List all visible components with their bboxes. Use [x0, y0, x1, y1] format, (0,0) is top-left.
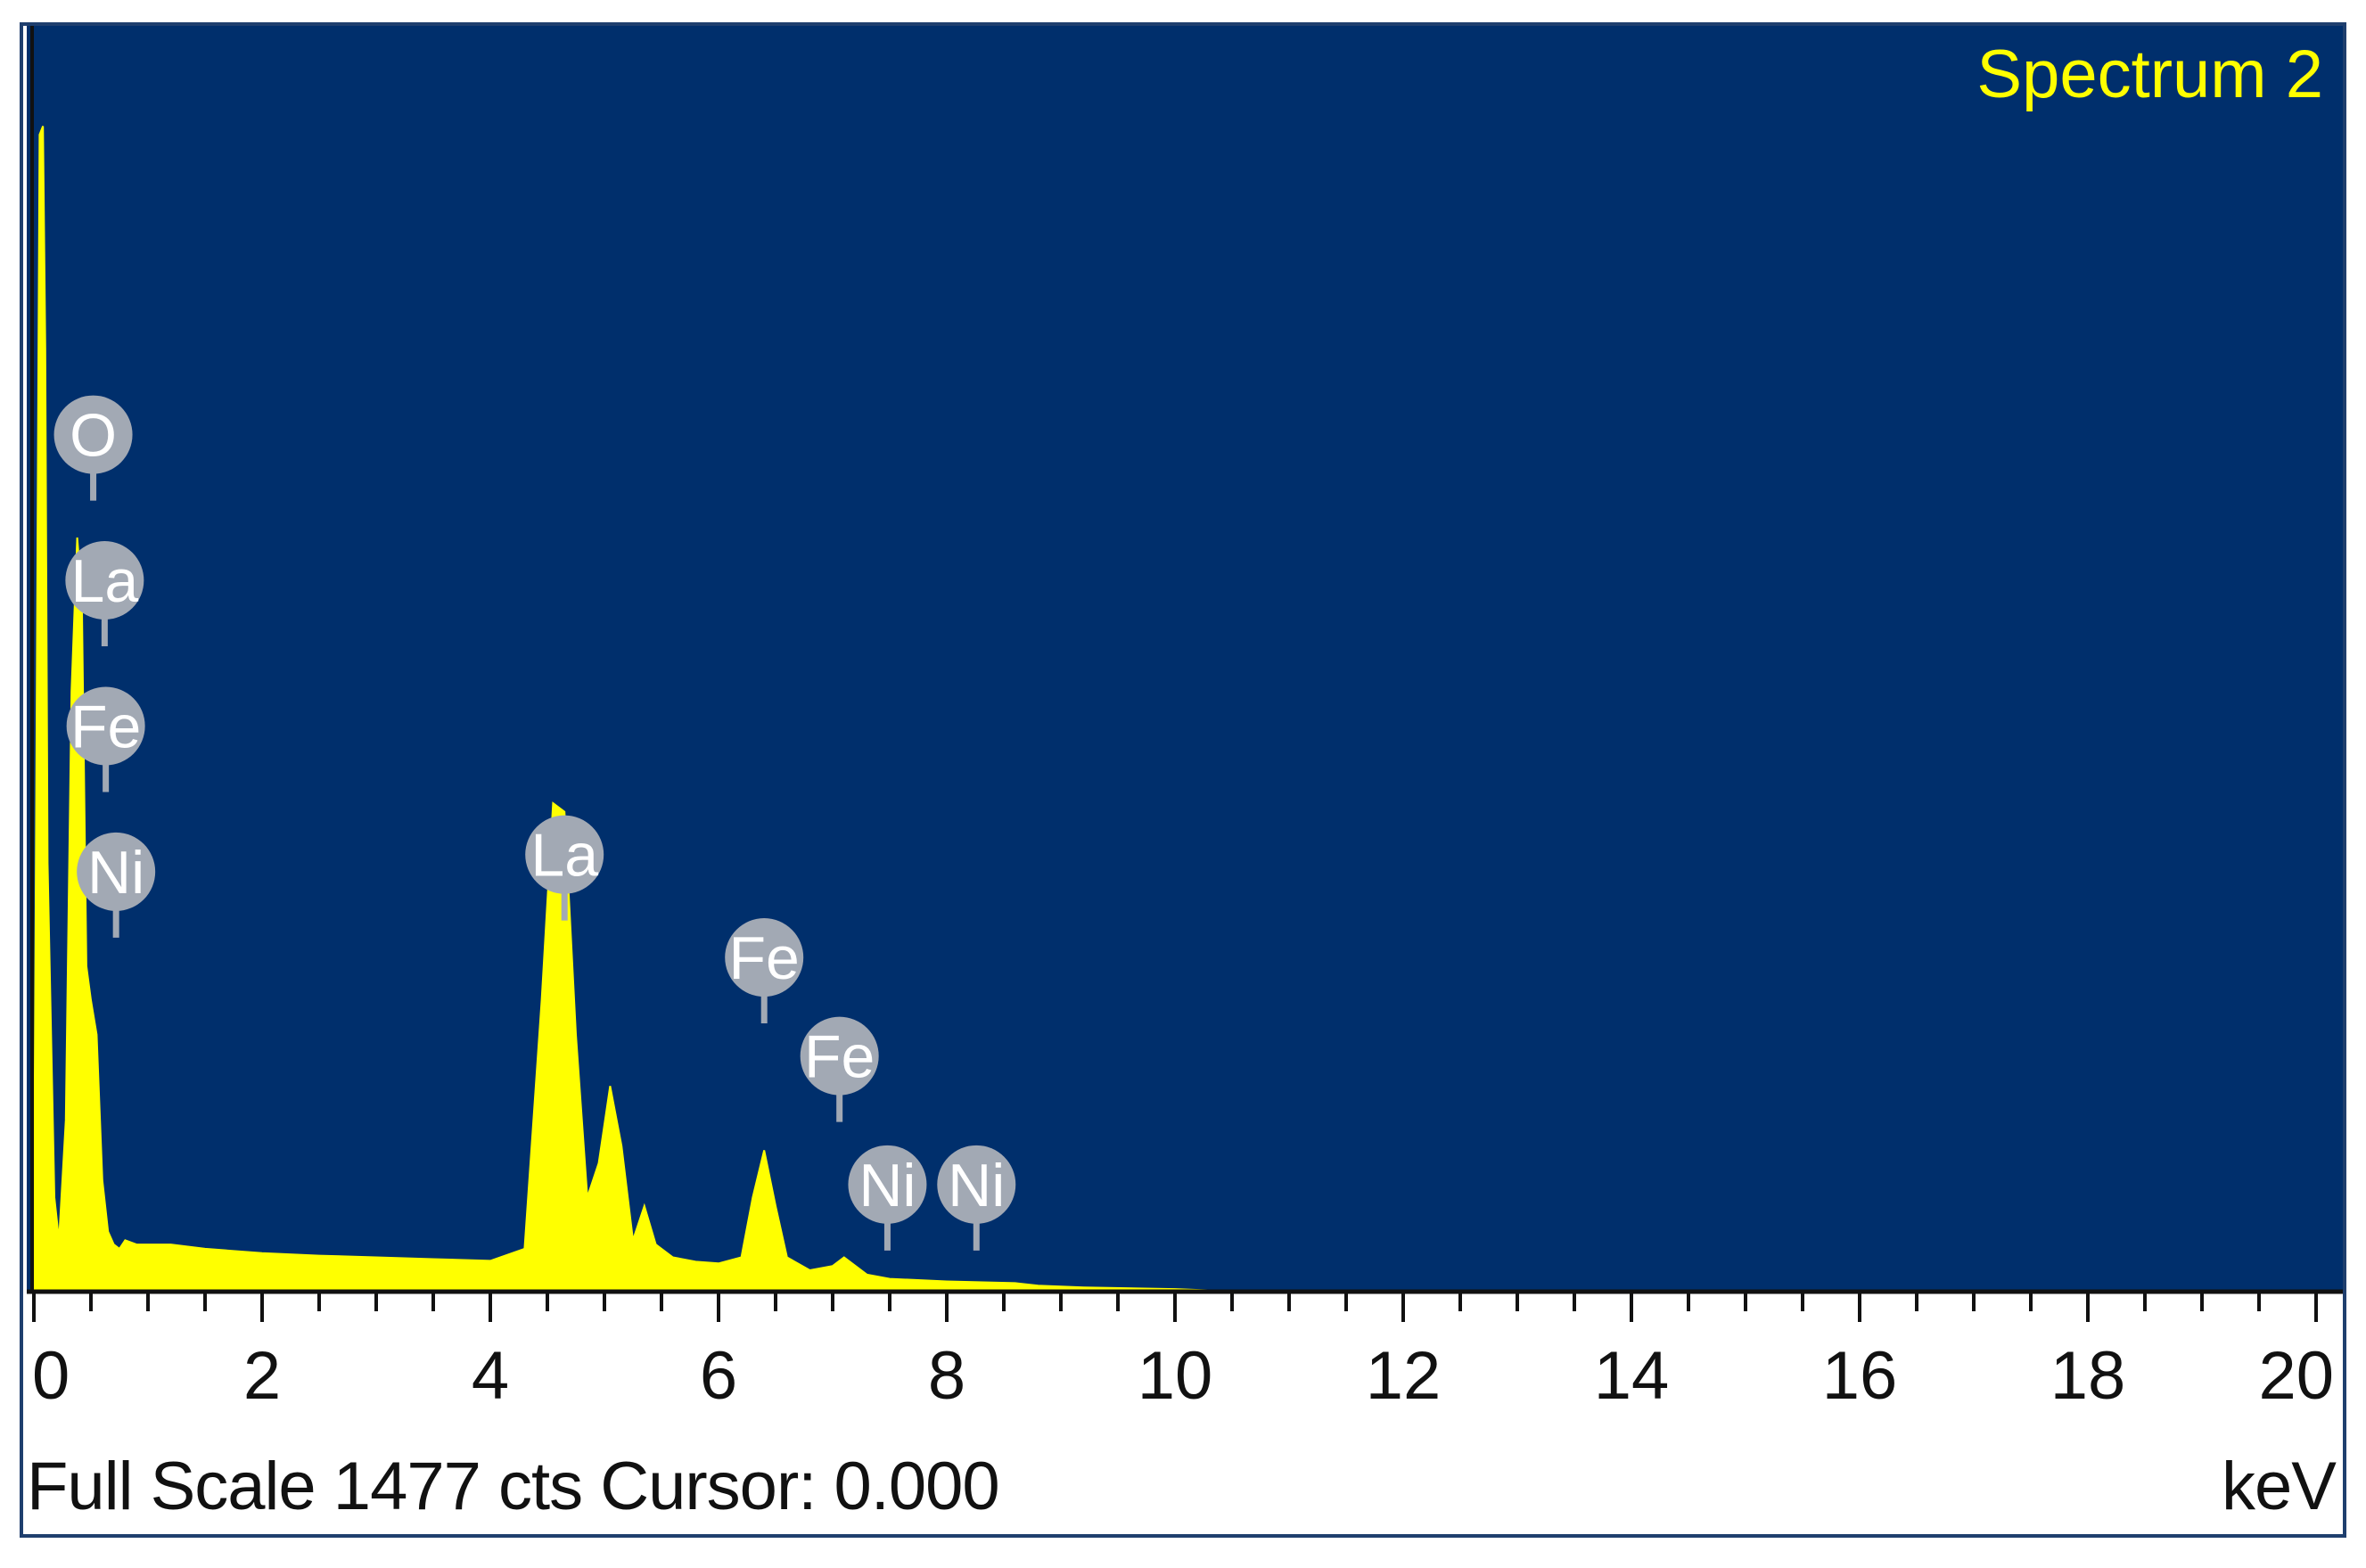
x-tick-label: 18 [2050, 1338, 2126, 1414]
unit-label: keV [2222, 1449, 2337, 1524]
peak-label-badge [800, 1016, 879, 1096]
peak-label-text: La [530, 822, 598, 890]
x-tick-label: 0 [32, 1338, 70, 1414]
peak-label-text: Fe [70, 693, 141, 760]
x-tick-label: 6 [700, 1338, 737, 1414]
peak-label-la: La [65, 541, 144, 647]
peak-label-text: Ni [87, 839, 144, 907]
peak-label-ni: Ni [848, 1145, 927, 1251]
spectrum-panel: O La Fe Ni La Fe Fe Ni Ni 0 2 4 6 8 10 12 14 16 18 20 Spec… [20, 22, 2346, 1538]
x-tick-label: 20 [2258, 1338, 2334, 1414]
peak-label-ni: Ni [77, 832, 156, 938]
peak-label-badge [53, 395, 133, 474]
peak-label-badge [525, 815, 604, 894]
peak-label-text: Ni [858, 1152, 916, 1219]
x-tick-label: 4 [472, 1338, 509, 1414]
x-tick-label: 16 [1822, 1338, 1898, 1414]
x-tick-label: 2 [243, 1338, 281, 1414]
peak-label-badge [848, 1145, 927, 1224]
peak-label-o: O [53, 395, 133, 501]
peak-label-badge [937, 1145, 1016, 1224]
peak-label-badge [66, 686, 145, 766]
peak-label-fe: Fe [800, 1016, 879, 1122]
peak-label-badge [65, 541, 144, 620]
full-scale-cursor-readout: Full Scale 1477 cts Cursor: 0.000 [27, 1449, 1000, 1524]
x-tick-label: 10 [1138, 1338, 1213, 1414]
x-tick-label: 14 [1594, 1338, 1670, 1414]
peak-label-badge [725, 918, 804, 997]
x-axis: 0 2 4 6 8 10 12 14 16 18 20 [27, 1289, 2343, 1414]
x-tick-label: 12 [1366, 1338, 1442, 1414]
plot-area [27, 26, 2343, 1292]
peak-label-ni: Ni [937, 1145, 1016, 1251]
peak-label-text: Ni [948, 1152, 1005, 1219]
peak-label-fe: Fe [66, 686, 145, 792]
peak-label-badge [77, 832, 156, 911]
peak-label-text: Fe [804, 1023, 875, 1091]
chart-title: Spectrum 2 [1976, 37, 2323, 112]
spectrum-series-0 [33, 126, 1244, 1293]
x-tick-label: 8 [928, 1338, 965, 1414]
peak-label-text: O [70, 402, 117, 470]
peak-label-fe: Fe [725, 918, 804, 1024]
spectrum-layer [30, 26, 1244, 1293]
peak-label-text: La [71, 547, 139, 615]
peak-label-text: Fe [729, 924, 800, 992]
peak-label-la: La [525, 815, 604, 921]
